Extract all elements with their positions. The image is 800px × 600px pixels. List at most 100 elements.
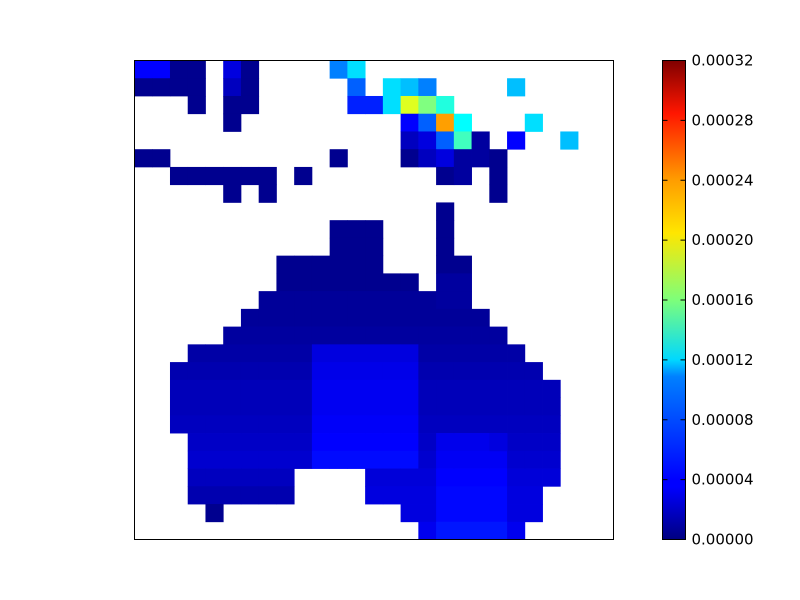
heatmap-cell	[223, 60, 242, 79]
heatmap-cell	[365, 308, 384, 328]
heatmap-cell	[542, 468, 561, 487]
heatmap-cell	[365, 362, 384, 381]
heatmap-cell	[489, 504, 508, 523]
heatmap-cell	[400, 95, 419, 115]
heatmap-cell	[436, 486, 455, 505]
heatmap-cell	[347, 433, 366, 452]
heatmap-cell	[365, 220, 384, 239]
heatmap-cell	[258, 450, 277, 469]
heatmap-cell	[400, 308, 419, 328]
heatmap-cell	[436, 220, 455, 239]
heatmap-cell	[365, 273, 384, 292]
heatmap-cell	[400, 291, 419, 310]
heatmap-cell	[240, 468, 260, 487]
heatmap-cell	[365, 326, 384, 345]
heatmap-cell	[489, 184, 508, 203]
heatmap-cell	[276, 344, 295, 363]
heatmap-cell	[223, 78, 242, 97]
heatmap-cell	[294, 450, 313, 469]
heatmap-cell	[294, 166, 313, 186]
heatmap-cell	[400, 78, 419, 97]
heatmap-cell	[418, 504, 437, 523]
colorbar-tick-label: 0.00004	[692, 471, 754, 489]
heatmap-cell	[223, 184, 242, 203]
heatmap-cell	[436, 166, 455, 186]
heatmap-cell	[169, 415, 189, 434]
heatmap-cell	[205, 166, 224, 186]
heatmap-cell	[507, 521, 526, 540]
heatmap-cell	[329, 450, 348, 469]
heatmap-cell	[453, 521, 472, 540]
heatmap-cell	[471, 131, 490, 150]
heatmap-cell	[471, 308, 490, 328]
heatmap-cells	[134, 60, 579, 540]
heatmap-cell	[240, 326, 260, 345]
colorbar-tick-label: 0.00024	[692, 171, 754, 189]
heatmap-cell	[453, 433, 472, 452]
heatmap-cell	[258, 166, 277, 186]
heatmap-cell	[400, 379, 419, 398]
heatmap-cell	[471, 433, 490, 452]
heatmap-cell	[436, 131, 455, 150]
heatmap-cell	[347, 237, 366, 257]
heatmap-cell	[205, 486, 224, 505]
heatmap-cell	[418, 291, 437, 310]
heatmap-cell	[453, 166, 472, 186]
heatmap-cell	[418, 131, 437, 150]
heatmap-cell	[187, 166, 206, 186]
colorbar-tick-label: 0.00008	[692, 411, 754, 429]
heatmap-cell	[223, 113, 242, 132]
heatmap-cell	[471, 468, 490, 487]
heatmap-cell	[400, 486, 419, 505]
heatmap-cell	[436, 113, 455, 132]
heatmap-cell	[240, 308, 260, 328]
heatmap-cell	[418, 308, 437, 328]
heatmap-cell	[187, 486, 206, 505]
heatmap-cell	[276, 308, 295, 328]
heatmap-cell	[223, 468, 242, 487]
heatmap-cell	[436, 397, 455, 416]
heatmap-cell	[205, 362, 224, 381]
heatmap-cell	[311, 273, 331, 292]
heatmap-cell	[418, 433, 437, 452]
heatmap-cell	[542, 397, 561, 416]
heatmap-cell	[187, 379, 206, 398]
heatmap-cell	[453, 131, 472, 150]
heatmap-cell	[329, 273, 348, 292]
heatmap-cell	[205, 433, 224, 452]
heatmap-cell	[365, 95, 384, 115]
heatmap-cell	[311, 308, 331, 328]
heatmap-cell	[223, 397, 242, 416]
heatmap-cell	[365, 237, 384, 257]
colorbar-tick-label: 0.00028	[692, 111, 754, 129]
heatmap-cell	[400, 149, 419, 168]
heatmap-cell	[418, 415, 437, 434]
heatmap-cell	[169, 362, 189, 381]
heatmap-cell	[329, 397, 348, 416]
heatmap-cell	[187, 362, 206, 381]
heatmap-cell	[365, 344, 384, 363]
heatmap-cell	[169, 379, 189, 398]
heatmap-cell	[453, 379, 472, 398]
heatmap-cell	[187, 468, 206, 487]
heatmap-cell	[471, 504, 490, 523]
heatmap-cell	[276, 362, 295, 381]
heatmap-cell	[365, 379, 384, 398]
heatmap-cell	[418, 326, 437, 345]
heatmap-cell	[169, 166, 189, 186]
heatmap-cell	[240, 450, 260, 469]
heatmap-cell	[471, 450, 490, 469]
plot-frame	[134, 60, 614, 540]
heatmap-cell	[453, 149, 472, 168]
heatmap-cell	[240, 433, 260, 452]
heatmap-cell	[365, 486, 384, 505]
heatmap-cell	[436, 521, 455, 540]
heatmap-cell	[489, 362, 508, 381]
heatmap-cell	[134, 149, 153, 168]
heatmap-cell	[400, 113, 419, 132]
heatmap-cell	[542, 415, 561, 434]
heatmap-cell	[382, 273, 402, 292]
heatmap-cell	[453, 450, 472, 469]
heatmap-cell	[276, 468, 295, 487]
heatmap-cell	[507, 379, 526, 398]
